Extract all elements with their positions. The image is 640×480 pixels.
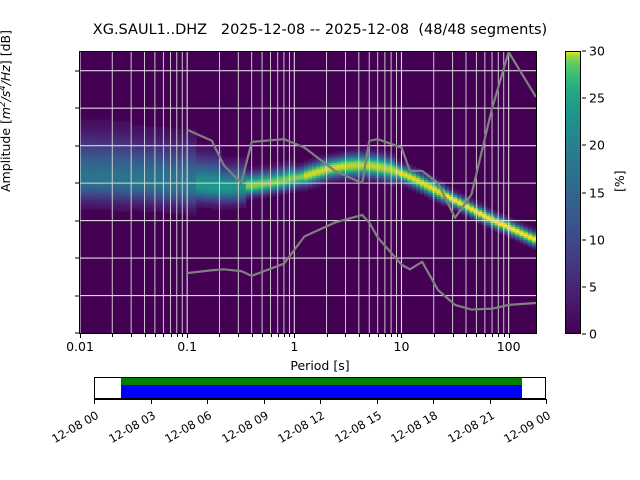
x-tick-mark bbox=[391, 334, 393, 337]
x-tick-mark bbox=[182, 334, 184, 337]
timeline-tick-label: 12-08 12 bbox=[275, 408, 327, 446]
x-tick-mark bbox=[131, 334, 133, 337]
x-tick-mark bbox=[498, 334, 500, 337]
colorbar-tick-mark bbox=[582, 286, 586, 288]
timeline-tick-mark bbox=[94, 399, 95, 404]
y-axis-title: Amplitude [m2/s4/Hz] [dB] bbox=[0, 30, 14, 192]
noise-model-curve bbox=[187, 52, 536, 218]
x-tick-mark bbox=[503, 334, 505, 337]
timeline-tick-label: 12-08 15 bbox=[331, 408, 384, 446]
x-tick-mark bbox=[289, 334, 291, 337]
x-tick-mark bbox=[238, 334, 240, 337]
timeline-tick-label: 12-08 00 bbox=[49, 408, 101, 446]
timeline-tick-mark bbox=[150, 399, 152, 404]
x-tick-mark bbox=[377, 334, 379, 337]
x-tick-label: 0.1 bbox=[177, 339, 198, 354]
x-tick-mark bbox=[144, 334, 146, 337]
timeline-tick-mark bbox=[263, 399, 265, 404]
colorbar-tick-label: 5 bbox=[589, 279, 597, 295]
x-tick-label: 10 bbox=[393, 339, 410, 354]
colorbar-tick-mark bbox=[582, 239, 586, 241]
colorbar-tick-label: 25 bbox=[589, 90, 605, 106]
timeline-tick-label: 12-08 03 bbox=[105, 408, 158, 446]
colorbar-tick-mark bbox=[582, 333, 586, 335]
y-tick-mark bbox=[75, 295, 79, 297]
x-tick-mark bbox=[345, 334, 347, 337]
x-tick-mark bbox=[251, 334, 253, 337]
x-tick-mark bbox=[492, 334, 494, 337]
x-tick-mark bbox=[433, 334, 435, 337]
x-tick-mark bbox=[277, 334, 279, 337]
x-tick-mark bbox=[508, 334, 510, 338]
x-tick-mark bbox=[262, 334, 264, 337]
y-tick-mark bbox=[75, 70, 79, 72]
ppsd-plot-area[interactable] bbox=[79, 51, 537, 334]
x-tick-mark bbox=[80, 334, 81, 338]
x-tick-mark bbox=[154, 334, 156, 337]
colorbar-tick-label: 0 bbox=[589, 326, 597, 342]
colorbar-tick-label: 15 bbox=[589, 185, 605, 200]
colorbar-tick-mark bbox=[582, 144, 586, 146]
timeline-tick-mark bbox=[207, 399, 208, 404]
x-tick-mark bbox=[187, 334, 189, 338]
colorbar-title: [%] bbox=[612, 170, 627, 192]
x-tick-mark bbox=[283, 334, 285, 337]
x-tick-mark bbox=[369, 334, 371, 337]
timeline-tick-mark bbox=[546, 399, 547, 404]
x-tick-mark bbox=[112, 334, 114, 337]
data-coverage-green bbox=[121, 378, 523, 386]
colorbar-tick-mark bbox=[582, 97, 586, 99]
x-tick-mark bbox=[466, 334, 467, 337]
x-axis-title: Period [s] bbox=[290, 358, 350, 373]
page-title: XG.SAUL1..DHZ 2025-12-08 -- 2025-12-08 (… bbox=[92, 22, 548, 38]
timeline-tick-label: 12-09 00 bbox=[501, 408, 553, 446]
timeline-tick-label: 12-08 18 bbox=[388, 408, 440, 446]
timeline-tick-label: 12-08 06 bbox=[162, 408, 214, 446]
x-tick-mark bbox=[270, 334, 272, 337]
x-tick-mark bbox=[294, 334, 296, 338]
x-tick-mark bbox=[170, 334, 172, 337]
x-tick-mark bbox=[358, 334, 360, 337]
timeline-tick-mark bbox=[433, 399, 434, 404]
timeline-tick-label: 12-08 09 bbox=[218, 408, 271, 446]
x-tick-mark bbox=[384, 334, 386, 337]
colorbar-tick-label: 10 bbox=[589, 232, 605, 248]
x-tick-mark bbox=[219, 334, 221, 337]
timeline-tick-label: 12-08 21 bbox=[444, 408, 497, 446]
y-tick-mark bbox=[75, 182, 79, 184]
timeline-tick-mark bbox=[376, 399, 378, 404]
timeline-tick-mark bbox=[489, 399, 491, 404]
data-coverage-blue bbox=[121, 385, 523, 398]
x-tick-label: 0.01 bbox=[66, 339, 94, 354]
x-tick-label: 1 bbox=[290, 339, 299, 354]
colorbar-tick-mark bbox=[582, 50, 586, 52]
x-tick-label: 100 bbox=[496, 339, 521, 354]
y-tick-mark bbox=[75, 145, 79, 147]
x-tick-mark bbox=[476, 334, 478, 337]
colorbar-tick-mark bbox=[582, 192, 586, 193]
colorbar bbox=[565, 51, 581, 334]
colorbar-tick-label: 20 bbox=[589, 137, 605, 153]
y-tick-mark bbox=[75, 107, 79, 109]
y-tick-mark bbox=[75, 220, 79, 222]
colorbar-tick-label: 30 bbox=[589, 43, 605, 59]
y-tick-mark bbox=[75, 332, 79, 334]
y-tick-mark bbox=[75, 257, 79, 259]
x-tick-mark bbox=[484, 334, 486, 337]
x-tick-mark bbox=[401, 334, 403, 338]
noise-model-curve bbox=[187, 215, 536, 310]
x-tick-mark bbox=[176, 334, 178, 337]
x-tick-mark bbox=[396, 334, 398, 337]
x-tick-mark bbox=[452, 334, 454, 337]
x-tick-mark bbox=[163, 334, 165, 337]
timeline-tick-mark bbox=[320, 399, 321, 404]
x-tick-mark bbox=[326, 334, 328, 337]
data-coverage-timeline[interactable] bbox=[94, 377, 546, 399]
